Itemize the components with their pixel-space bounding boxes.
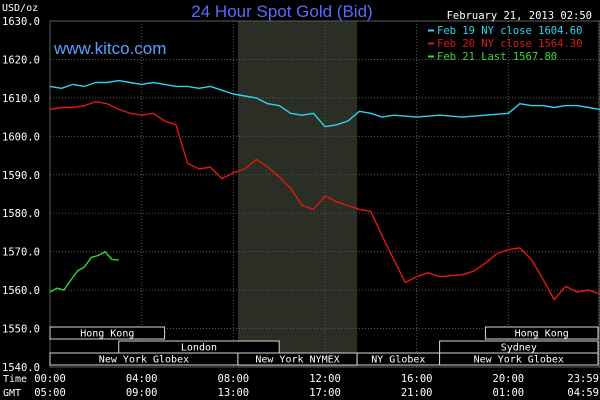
y-tick-label: 1610.0	[2, 93, 40, 105]
brand-link: www.kitco.com	[53, 39, 166, 58]
series-line-feb-20	[49, 100, 600, 301]
x-tick-label: 23:59	[567, 373, 599, 385]
legend-entry: Feb 19 NY close 1604.60	[437, 25, 582, 37]
y-tick-label: 1630.0	[2, 16, 40, 28]
session-label: New York NYMEX	[255, 355, 339, 366]
session-label: Hong Kong	[515, 329, 569, 340]
x-axis-row-label: Time	[3, 374, 27, 385]
x-tick-label: 04:59	[567, 387, 599, 399]
x-tick-label: 13:00	[218, 387, 250, 399]
y-tick-label: 1590.0	[2, 170, 40, 182]
legend-entry: Feb 20 NY close 1564.30	[437, 38, 582, 50]
unit-label: USD/oz	[2, 3, 38, 14]
session-label: Hong Kong	[80, 329, 134, 340]
x-tick-label: 21:00	[401, 387, 433, 399]
chart-grid	[49, 20, 600, 368]
timestamp: February 21, 2013 02:50	[447, 10, 592, 22]
session-label: NY Globex	[371, 355, 425, 366]
x-tick-label: 17:00	[309, 387, 341, 399]
session-bar	[439, 352, 599, 366]
x-tick-label: 04:00	[126, 373, 158, 385]
x-tick-label: 09:00	[126, 387, 158, 399]
session-bar	[484, 326, 599, 340]
session-label: New York Globex	[99, 355, 189, 366]
nymex-shade	[237, 21, 358, 367]
chart-title: 24 Hour Spot Gold (Bid)	[191, 2, 372, 21]
x-tick-label: 20:00	[493, 373, 525, 385]
x-tick-label: 01:00	[493, 387, 525, 399]
y-tick-label: 1540.0	[2, 362, 40, 374]
x-axis-row-label: GMT	[3, 388, 21, 399]
x-tick-label: 12:00	[309, 373, 341, 385]
x-axis-ticks: Time 00:00 04:00 08:00 12:00 16:00 20:00 23:59 G…	[3, 373, 599, 399]
session-label: London	[181, 343, 217, 354]
y-axis-ticks: 1540.0 1550.0 1560.0 1570.0 1580.0 1590.0 1600…	[2, 16, 40, 374]
session-label: New York Globex	[474, 355, 564, 366]
series-line-feb-21	[49, 250, 119, 293]
y-tick-label: 1620.0	[2, 54, 40, 66]
nymex-shaded-region	[237, 21, 358, 367]
x-tick-label: 16:00	[401, 373, 433, 385]
legend-entry: Feb 21 Last 1567.80	[437, 51, 557, 63]
plot-border	[49, 20, 600, 368]
y-tick-label: 1550.0	[2, 324, 40, 336]
series-line-feb-19	[49, 79, 600, 128]
x-tick-label: 00:00	[34, 373, 66, 385]
price-series	[49, 79, 600, 301]
session-bar	[49, 326, 166, 340]
y-tick-label: 1600.0	[2, 131, 40, 143]
y-tick-label: 1570.0	[2, 247, 40, 259]
y-tick-label: 1560.0	[2, 285, 40, 297]
x-tick-label: 05:00	[34, 387, 66, 399]
y-tick-label: 1580.0	[2, 208, 40, 220]
session-label: Sydney	[501, 343, 537, 354]
x-tick-label: 08:00	[218, 373, 250, 385]
